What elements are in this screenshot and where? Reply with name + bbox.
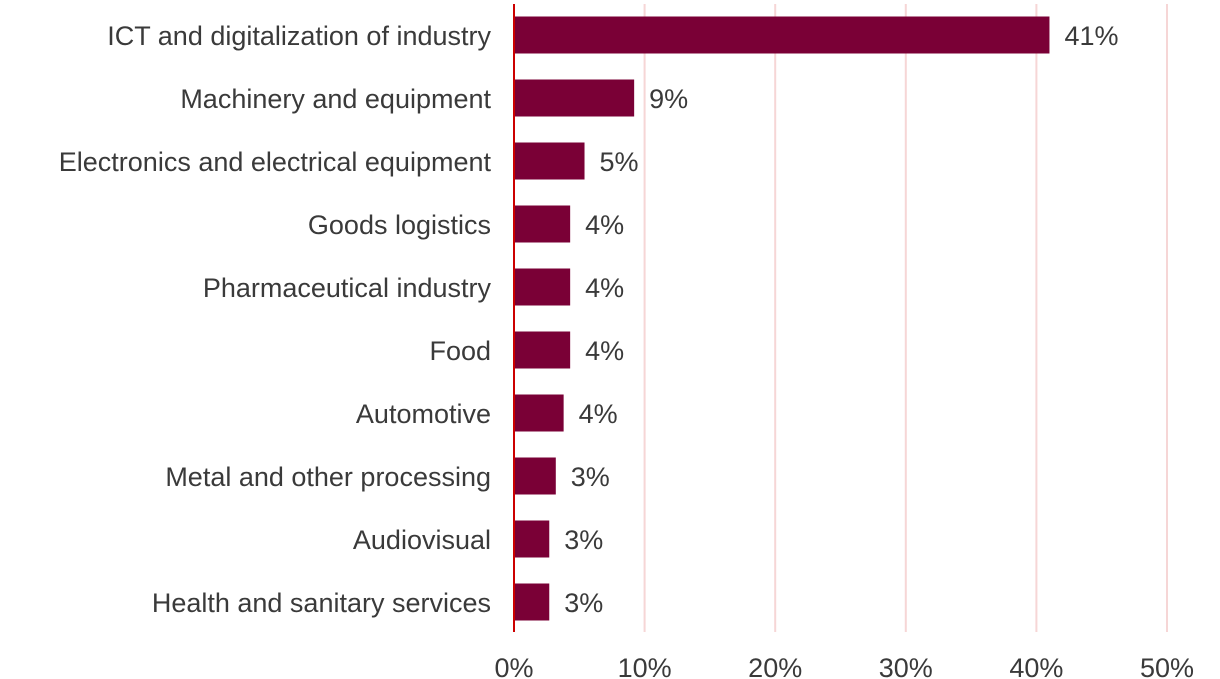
data-label: 4%: [585, 273, 624, 303]
data-label: 9%: [649, 84, 688, 114]
category-label: Metal and other processing: [165, 462, 491, 492]
x-tick-labels: 0% 10% 20% 30% 40% 50%: [494, 653, 1194, 679]
category-label: Electronics and electrical equipment: [59, 147, 492, 177]
data-label: 4%: [585, 210, 624, 240]
category-label: Automotive: [356, 399, 491, 429]
bar: [514, 331, 571, 369]
gridlines: [643, 4, 1168, 632]
bars: [514, 16, 1050, 621]
bar: [514, 520, 550, 558]
data-label: 4%: [579, 399, 618, 429]
x-tick-label: 30%: [879, 653, 933, 679]
data-label: 3%: [564, 588, 603, 618]
category-label: Pharmaceutical industry: [203, 273, 492, 303]
bar: [514, 394, 564, 432]
data-label: 41%: [1064, 21, 1118, 51]
bar: [514, 16, 1050, 54]
category-label: Food: [429, 336, 491, 366]
category-label: Audiovisual: [353, 525, 491, 555]
category-label: Goods logistics: [308, 210, 491, 240]
value-labels: 41% 9% 5% 4% 4% 4% 4% 3% 3% 3%: [564, 21, 1118, 618]
data-label: 3%: [571, 462, 610, 492]
category-label: ICT and digitalization of industry: [107, 21, 491, 51]
x-tick-label: 10%: [618, 653, 672, 679]
x-tick-label: 20%: [748, 653, 802, 679]
bar: [514, 79, 635, 117]
bar: [514, 268, 571, 306]
data-label: 3%: [564, 525, 603, 555]
bar: [514, 142, 585, 180]
x-tick-label: 40%: [1009, 653, 1063, 679]
data-label: 5%: [600, 147, 639, 177]
x-tick-label: 0%: [494, 653, 533, 679]
category-label: Machinery and equipment: [180, 84, 491, 114]
category-label: Health and sanitary services: [152, 588, 491, 618]
x-tick-label: 50%: [1140, 653, 1194, 679]
bar: [514, 205, 571, 243]
bar: [514, 583, 550, 621]
category-labels: ICT and digitalization of industry Machin…: [59, 21, 492, 618]
bar: [514, 457, 556, 495]
data-label: 4%: [585, 336, 624, 366]
